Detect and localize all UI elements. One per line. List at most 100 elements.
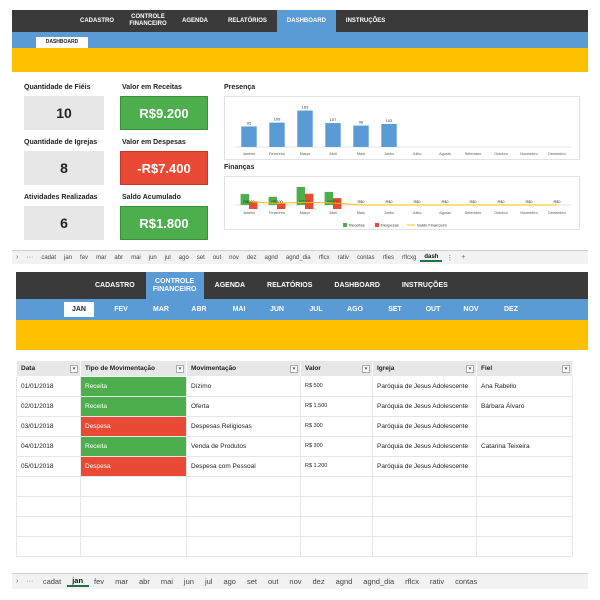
empty-cell[interactable]	[186, 536, 301, 557]
cell-fiel[interactable]: Ana Rabello	[476, 376, 573, 397]
sheet-tab-dash[interactable]: dash	[420, 254, 443, 262]
empty-cell[interactable]	[16, 496, 81, 517]
sheet-tab-set[interactable]: set	[196, 254, 205, 261]
cell-valor[interactable]: R$ 1.500	[300, 396, 373, 417]
cell-igreja[interactable]: Paróquia de Jesus Adolescente	[372, 416, 477, 437]
cell-fiel[interactable]: Bárbara Álvaro	[476, 396, 573, 417]
sheet-tab-abr[interactable]: abr	[138, 577, 150, 586]
cell-mov[interactable]: Oferta	[186, 396, 301, 417]
cell-fiel[interactable]	[476, 416, 573, 437]
cell-igreja[interactable]: Paróquia de Jesus Adolescente	[372, 456, 477, 477]
month-tab-mar[interactable]: MAR	[153, 306, 169, 313]
cell-tipo[interactable]: Despesa	[80, 456, 187, 477]
nav-relatorios[interactable]: RELATÓRIOS	[267, 281, 313, 289]
sheet-tab-nov[interactable]: nov	[229, 254, 239, 261]
cell-valor[interactable]: R$ 300	[300, 416, 373, 437]
empty-cell[interactable]	[476, 476, 573, 497]
sheet-tab-mar[interactable]: mar	[115, 577, 128, 586]
sheet-tab-agnd[interactable]: agnd	[264, 254, 278, 261]
sheet-tab-agnd-dia[interactable]: agnd_dia	[363, 577, 395, 586]
sheet-tab-jul[interactable]: jul	[164, 254, 171, 261]
sheet-tab-contas[interactable]: contas	[356, 254, 375, 261]
filter-dropdown-icon[interactable]: ▾	[562, 365, 570, 373]
nav-agenda[interactable]: AGENDA	[214, 281, 246, 289]
empty-cell[interactable]	[80, 496, 187, 517]
column-header-valor[interactable]: Valor ▾	[300, 360, 373, 377]
empty-cell[interactable]	[300, 476, 373, 497]
month-tab-nov[interactable]: NOV	[463, 306, 479, 313]
nav-cadastro[interactable]: CADASTRO	[80, 17, 114, 24]
sheet-tab-agnd[interactable]: agnd	[335, 577, 353, 586]
column-header-igreja[interactable]: Igreja ▾	[372, 360, 477, 377]
nav-agenda[interactable]: AGENDA	[182, 17, 209, 24]
filter-dropdown-icon[interactable]: ▾	[176, 365, 184, 373]
month-tab-jun[interactable]: JUN	[269, 306, 284, 313]
filter-dropdown-icon[interactable]: ▾	[70, 365, 78, 373]
nav-instrucoes[interactable]: INSTRUÇÕES	[401, 281, 448, 289]
sheet-tab-mai[interactable]: mai	[131, 254, 141, 261]
sheet-tab-contas[interactable]: contas	[455, 577, 478, 586]
empty-cell[interactable]	[186, 476, 301, 497]
empty-cell[interactable]	[16, 536, 81, 557]
nav-controle-financeiro[interactable]: CONTROLE FINANCEIRO	[129, 14, 167, 27]
nav-dashboard[interactable]: DASHBOARD	[276, 10, 336, 32]
dashboard-subtab[interactable]: DASHBOARD	[36, 37, 88, 48]
cell-data[interactable]: 02/01/2018	[16, 396, 81, 417]
empty-cell[interactable]	[80, 476, 187, 497]
sheet-tab-out[interactable]: out	[212, 254, 222, 261]
sheet-tab-fev[interactable]: fev	[80, 254, 89, 261]
empty-cell[interactable]	[16, 516, 81, 537]
nav-dashboard[interactable]: DASHBOARD	[334, 281, 380, 289]
cell-tipo[interactable]: Receita	[80, 376, 187, 397]
month-tab-jan[interactable]: JAN	[64, 302, 94, 317]
sheet-tab-jun[interactable]: jun	[148, 254, 157, 261]
sheet-tab-mar[interactable]: mar	[96, 254, 107, 261]
column-header-fiel[interactable]: Fiel ▾	[476, 360, 573, 377]
empty-cell[interactable]	[186, 516, 301, 537]
empty-cell[interactable]	[80, 516, 187, 537]
cell-igreja[interactable]: Paróquia de Jesus Adolescente	[372, 396, 477, 417]
empty-cell[interactable]	[300, 516, 373, 537]
empty-cell[interactable]	[476, 536, 573, 557]
cell-valor[interactable]: R$ 1.200	[300, 456, 373, 477]
sheet-tab-nov[interactable]: nov	[289, 577, 302, 586]
cell-tipo[interactable]: Receita	[80, 436, 187, 457]
sheet-more-icon[interactable]: ···	[26, 578, 34, 585]
sheet-tab-ago[interactable]: ago	[178, 254, 189, 261]
sheet-prev-icon[interactable]: ›	[16, 254, 19, 261]
month-tab-out[interactable]: OUT	[425, 306, 441, 313]
sheet-tab-fev[interactable]: fev	[94, 577, 105, 586]
cell-fiel[interactable]: Catarina Teixeira	[476, 436, 573, 457]
nav-instrucoes[interactable]: INSTRUÇÕES	[345, 17, 386, 24]
empty-cell[interactable]	[300, 496, 373, 517]
month-tab-mai[interactable]: MAI	[232, 306, 246, 313]
nav-relatorios[interactable]: RELATÓRIOS	[228, 17, 267, 24]
sheet-tab-out[interactable]: out	[267, 577, 279, 586]
empty-cell[interactable]	[372, 476, 477, 497]
empty-cell[interactable]	[372, 536, 477, 557]
month-tab-ago[interactable]: AGO	[347, 306, 363, 313]
empty-cell[interactable]	[80, 536, 187, 557]
cell-data[interactable]: 04/01/2018	[16, 436, 81, 457]
column-header-tipo-de-movimentacao[interactable]: Tipo de Movimentação ▾	[80, 360, 187, 377]
cell-fiel[interactable]	[476, 456, 573, 477]
sheet-tab-cadat[interactable]: cadat	[42, 577, 62, 586]
empty-cell[interactable]	[476, 516, 573, 537]
sheet-tab-rativ[interactable]: rativ	[337, 254, 349, 261]
sheet-prev-icon[interactable]: ›	[16, 578, 19, 585]
month-tab-fev[interactable]: FEV	[114, 306, 128, 313]
sheet-tab-jan[interactable]: jan	[64, 254, 73, 261]
sheet-tab-jul[interactable]: jul	[204, 577, 213, 586]
sheet-tab-rativ[interactable]: rativ	[429, 577, 445, 586]
sheet-tab-cadat[interactable]: cadat	[41, 254, 57, 261]
sheet-tab-ago[interactable]: ago	[223, 577, 236, 586]
empty-cell[interactable]	[186, 496, 301, 517]
sheet-more-right-icon[interactable]: ⋮	[446, 254, 454, 262]
cell-igreja[interactable]: Paróquia de Jesus Adolescente	[372, 376, 477, 397]
filter-dropdown-icon[interactable]: ▾	[466, 365, 474, 373]
sheet-tab-mai[interactable]: mai	[160, 577, 173, 586]
sheet-tab-rflcxg[interactable]: rflcxg	[401, 254, 417, 261]
month-tab-dez[interactable]: DEZ	[504, 306, 518, 313]
sheet-more-icon[interactable]: ···	[26, 254, 34, 261]
sheet-tab-dez[interactable]: dez	[312, 577, 325, 586]
